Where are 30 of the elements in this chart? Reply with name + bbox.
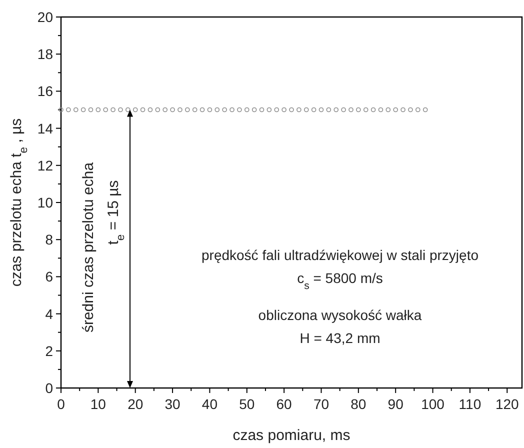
y-tick-label: 12 bbox=[37, 157, 54, 174]
y-tick-label: 14 bbox=[37, 120, 54, 136]
y-tick-label: 0 bbox=[45, 380, 54, 396]
x-tick-label: 80 bbox=[350, 396, 366, 412]
x-axis-title: czas pomiaru, ms bbox=[232, 427, 350, 444]
annotation: prędkość fali ultradźwiękowej w stali przyjęto bbox=[202, 247, 479, 263]
y-tick-label: 10 bbox=[37, 194, 54, 210]
x-tick-label: 120 bbox=[495, 396, 520, 412]
x-tick-label: 40 bbox=[202, 396, 218, 412]
y-tick-label: 18 bbox=[37, 46, 54, 62]
y-tick-label: 8 bbox=[45, 232, 54, 248]
x-tick-label: 60 bbox=[276, 396, 292, 412]
annotation: średni czas przelotu echa bbox=[80, 162, 97, 333]
x-tick-label: 20 bbox=[128, 396, 144, 412]
annotation: H = 43,2 mm bbox=[300, 330, 380, 346]
annotation: c$_{s}$ = 5800 m/s bbox=[297, 270, 383, 292]
y-tick-label: 16 bbox=[37, 83, 54, 100]
x-tick-label: 10 bbox=[90, 396, 106, 412]
y-tick-label: 6 bbox=[45, 268, 54, 285]
y-tick-label: 4 bbox=[45, 306, 54, 322]
x-tick-label: 100 bbox=[421, 396, 445, 412]
annotation: obliczona wysokość wałka bbox=[258, 307, 422, 323]
y-tick-label: 2 bbox=[45, 342, 54, 359]
x-tick-label: 110 bbox=[458, 396, 482, 412]
x-tick-label: 0 bbox=[57, 396, 66, 412]
x-tick-label: 70 bbox=[313, 396, 330, 412]
x-tick-label: 90 bbox=[388, 396, 404, 412]
x-tick-label: 50 bbox=[239, 396, 255, 412]
x-tick-label: 30 bbox=[164, 396, 181, 412]
y-tick-label: 20 bbox=[37, 9, 54, 25]
